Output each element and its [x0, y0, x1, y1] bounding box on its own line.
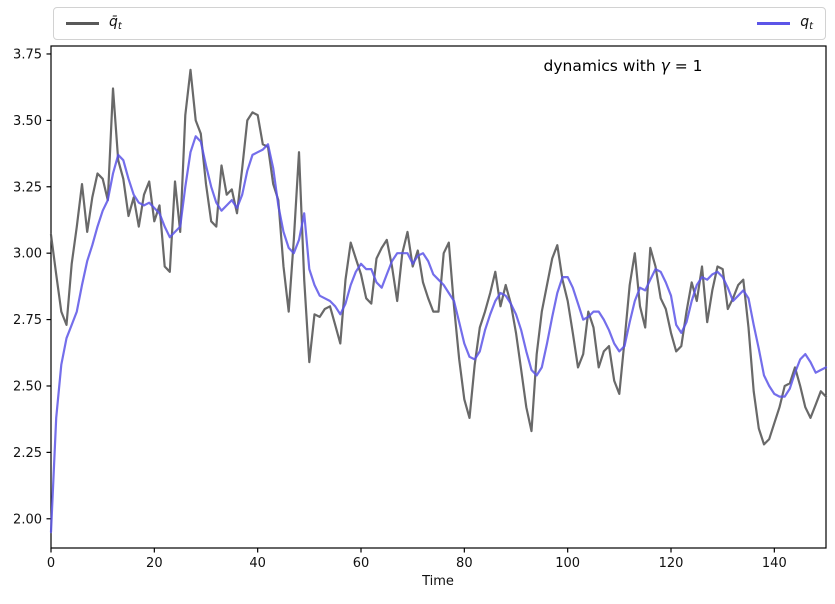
x-tick-label: 40 [249, 556, 266, 571]
legend-entry-q: qt [757, 15, 813, 32]
x-axis-label: Time [422, 574, 454, 589]
y-tick-label: 2.50 [13, 379, 42, 394]
legend-label-q: qt [800, 14, 813, 32]
y-tick-label: 3.25 [13, 180, 42, 195]
gamma-symbol: γ [660, 57, 670, 75]
x-tick-label: 120 [659, 556, 684, 571]
legend-entry-qbar: q̄t [66, 15, 122, 32]
y-tick-label: 3.50 [13, 114, 42, 129]
y-tick-label: 3.75 [13, 47, 42, 62]
plot-annotation: dynamics with γ = 1 [543, 57, 703, 75]
y-tick-label: 2.00 [13, 512, 42, 527]
axes-frame [50, 45, 827, 549]
q-series-line [49, 135, 828, 534]
x-tick-label: 100 [555, 556, 580, 571]
y-tick-label: 2.75 [13, 313, 42, 328]
x-tick-label: 60 [353, 556, 370, 571]
y-tick-label: 2.25 [13, 446, 42, 461]
x-tick-label: 140 [762, 556, 787, 571]
x-tick-label: 80 [456, 556, 473, 571]
x-tick-label: 20 [146, 556, 163, 571]
q-line-swatch [757, 22, 791, 25]
x-tick-label: 0 [47, 556, 55, 571]
y-tick-label: 3.00 [13, 247, 42, 262]
legend: q̄t qt [53, 7, 826, 40]
qbar-series-line [49, 68, 828, 446]
legend-label-qbar: q̄t [109, 14, 122, 32]
qbar-line-swatch [66, 22, 99, 25]
